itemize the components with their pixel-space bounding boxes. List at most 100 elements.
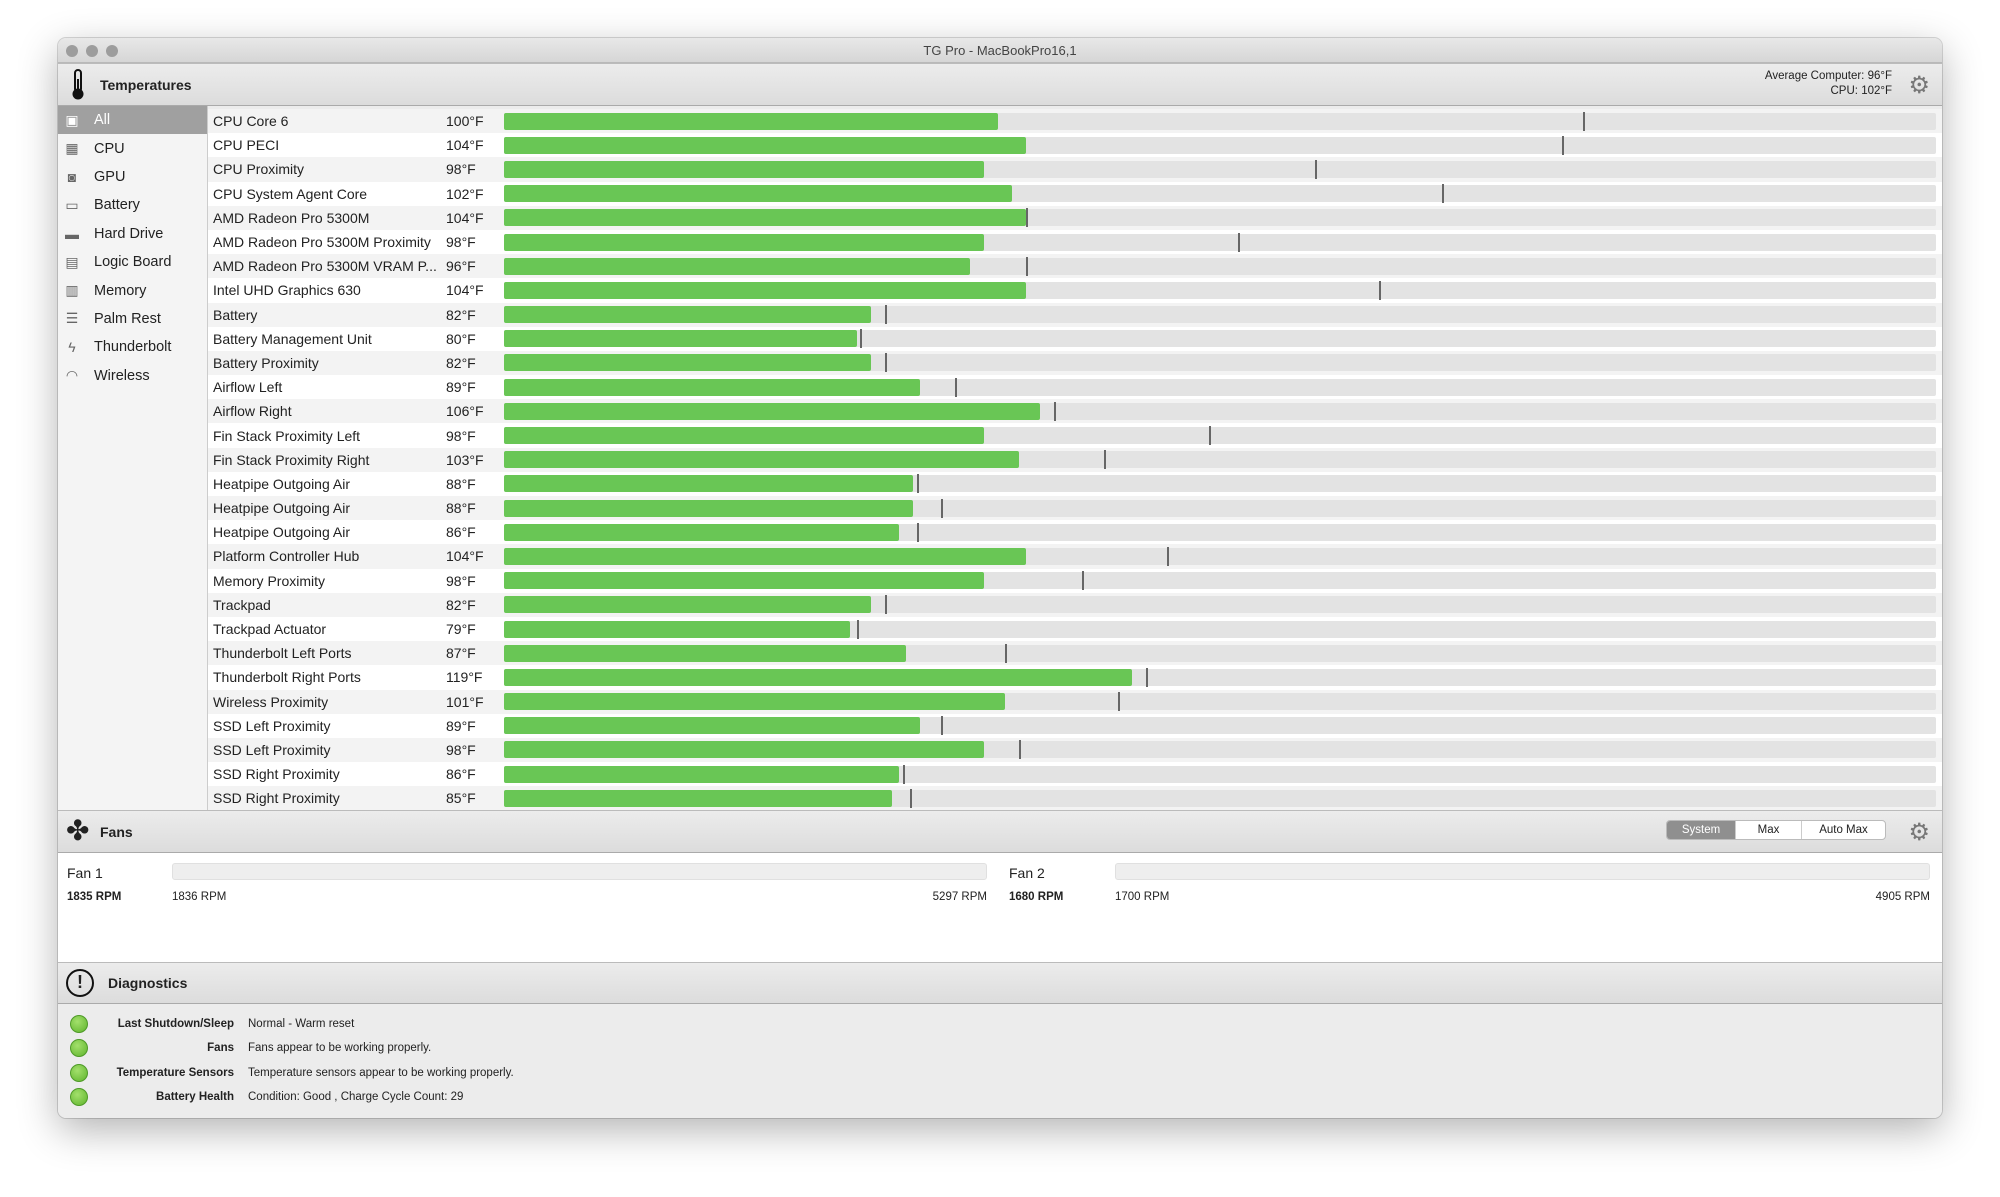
- max-temperature-marker: [1026, 208, 1028, 228]
- fan-speed-slider[interactable]: [1115, 863, 1930, 880]
- mode-system[interactable]: System: [1667, 821, 1735, 839]
- sensor-value: 82°F: [446, 596, 476, 613]
- computer-icon: ▣: [65, 111, 79, 128]
- temperature-bar: [504, 426, 1936, 446]
- max-temperature-marker: [884, 595, 887, 615]
- sensor-name: Platform Controller Hub: [213, 548, 360, 565]
- sensor-row[interactable]: AMD Radeon Pro 5300M Proximity 98°F: [208, 229, 1942, 255]
- fans-gear-icon[interactable]: ⚙: [1908, 819, 1930, 846]
- sensor-row[interactable]: Battery Proximity 82°F: [208, 350, 1942, 376]
- status-indicator-icon: [70, 1087, 88, 1106]
- sensor-row[interactable]: Fin Stack Proximity Left 98°F: [208, 423, 1942, 448]
- sensor-row[interactable]: Battery 82°F: [208, 302, 1942, 327]
- zoom-button[interactable]: [106, 45, 118, 57]
- max-temperature-marker: [902, 764, 905, 784]
- sensor-row[interactable]: SSD Left Proximity 98°F: [208, 737, 1942, 763]
- close-button[interactable]: [66, 45, 78, 57]
- sensor-row[interactable]: Trackpad Actuator 79°F: [208, 616, 1942, 642]
- sidebar-item-thunderbolt[interactable]: ϟ Thunderbolt: [58, 333, 207, 361]
- sensor-row[interactable]: Heatpipe Outgoing Air 88°F: [208, 496, 1942, 521]
- sensor-value: 101°F: [446, 693, 484, 710]
- status-indicator-icon: [70, 1063, 88, 1082]
- sensor-row[interactable]: Battery Management Unit 80°F: [208, 326, 1942, 351]
- sidebar-item-memory[interactable]: ▥ Memory: [58, 276, 207, 304]
- temperature-bar: [504, 788, 1936, 808]
- temperature-fill: [504, 668, 1132, 686]
- temperature-fill: [504, 257, 970, 275]
- temperature-fill: [504, 572, 984, 590]
- sensor-name: Thunderbolt Left Ports: [213, 645, 352, 662]
- diagnostic-label: Temperature Sensors: [116, 1066, 234, 1079]
- sensor-name: Airflow Left: [213, 379, 283, 396]
- sensor-value: 104°F: [446, 282, 484, 299]
- sidebar-item-cpu[interactable]: ▦ CPU: [58, 134, 207, 162]
- sidebar-item-label: Battery: [94, 197, 140, 214]
- sensor-row[interactable]: SSD Left Proximity 89°F: [208, 713, 1942, 738]
- gpu-icon: ◙: [67, 168, 77, 185]
- sensor-row[interactable]: SSD Right Proximity 85°F: [208, 786, 1942, 811]
- temperature-bar: [504, 546, 1936, 566]
- minimize-button[interactable]: [86, 45, 98, 57]
- temperature-fill: [504, 789, 892, 807]
- diagnostics-title: Diagnostics: [108, 975, 188, 991]
- sensor-row[interactable]: Wireless Proximity 101°F: [208, 689, 1942, 714]
- status-indicator-icon: [70, 1039, 88, 1058]
- sensor-row[interactable]: Thunderbolt Left Ports 87°F: [208, 641, 1942, 666]
- sidebar-item-gpu[interactable]: ◙ GPU: [58, 163, 207, 191]
- diagnostic-text: Condition: Good , Charge Cycle Count: 29: [248, 1090, 464, 1103]
- max-temperature-marker: [884, 353, 887, 373]
- sensor-name: SSD Left Proximity: [213, 717, 331, 734]
- mode-max[interactable]: Max: [1735, 821, 1801, 839]
- sidebar-item-hard-drive[interactable]: ▬ Hard Drive: [58, 220, 207, 248]
- fans-title: Fans: [100, 824, 133, 840]
- sensor-row[interactable]: CPU System Agent Core 102°F: [208, 181, 1942, 206]
- sidebar-item-label: Palm Rest: [94, 310, 161, 327]
- sidebar-item-wireless[interactable]: ◠ Wireless: [58, 362, 207, 390]
- temperature-fill: [504, 741, 984, 759]
- sensor-row[interactable]: Fin Stack Proximity Right 103°F: [208, 447, 1942, 472]
- fan-speed-slider[interactable]: [172, 863, 987, 880]
- sensor-row[interactable]: Trackpad 82°F: [208, 592, 1942, 617]
- temperature-bar: [504, 377, 1936, 397]
- fan-name: Fan 2: [1009, 865, 1045, 881]
- sensor-value: 100°F: [446, 113, 484, 130]
- mode-auto-max[interactable]: Auto Max: [1801, 821, 1885, 839]
- sidebar-item-all[interactable]: ▣ All: [58, 106, 207, 135]
- sidebar-item-battery[interactable]: ▭ Battery: [58, 191, 207, 219]
- diagnostic-row: Last Shutdown/Sleep Normal - Warm reset: [58, 1012, 1942, 1036]
- sensor-row[interactable]: CPU Proximity 98°F: [208, 157, 1942, 182]
- sensor-row[interactable]: CPU Core 6 100°F: [208, 109, 1942, 134]
- temperatures-header: Temperatures Average Computer: 96°F CPU:…: [58, 63, 1942, 106]
- sensor-name: Battery: [213, 306, 258, 323]
- sensor-row[interactable]: Heatpipe Outgoing Air 86°F: [208, 520, 1942, 545]
- temperature-bar: [504, 764, 1936, 784]
- max-temperature-marker: [916, 522, 919, 542]
- sensor-row[interactable]: Heatpipe Outgoing Air 88°F: [208, 471, 1942, 496]
- sensor-name: AMD Radeon Pro 5300M VRAM P...: [213, 258, 437, 275]
- temperature-fill: [504, 427, 984, 445]
- temperature-bar: [504, 208, 1936, 228]
- sensor-value: 82°F: [446, 354, 476, 371]
- sidebar-item-palm-rest[interactable]: ☰ Palm Rest: [58, 305, 207, 333]
- avg-label: Average Computer:: [1764, 70, 1865, 82]
- sensor-row[interactable]: Thunderbolt Right Ports 119°F: [208, 665, 1942, 690]
- sensor-name: Memory Proximity: [213, 572, 326, 589]
- sensor-name: Fin Stack Proximity Left: [213, 427, 361, 444]
- sensor-value: 87°F: [446, 645, 476, 662]
- sidebar-item-logic-board[interactable]: ▤ Logic Board: [58, 248, 207, 276]
- sensor-value: 106°F: [446, 403, 484, 420]
- sensor-row[interactable]: AMD Radeon Pro 5300M 104°F: [208, 205, 1942, 230]
- status-indicator-icon: [70, 1015, 88, 1033]
- gear-icon[interactable]: ⚙: [1908, 72, 1930, 99]
- sensor-row[interactable]: Airflow Left 89°F: [208, 375, 1942, 400]
- fan-max-rpm: 4905 RPM: [1875, 891, 1930, 903]
- sensor-row[interactable]: SSD Right Proximity 86°F: [208, 762, 1942, 787]
- sensor-row[interactable]: Airflow Right 106°F: [208, 399, 1942, 424]
- sensor-row[interactable]: Platform Controller Hub 104°F: [208, 544, 1942, 569]
- sensor-row[interactable]: AMD Radeon Pro 5300M VRAM P... 96°F: [208, 254, 1942, 279]
- sensor-row[interactable]: CPU PECI 104°F: [208, 133, 1942, 158]
- sensor-row[interactable]: Memory Proximity 98°F: [208, 568, 1942, 593]
- sensor-name: Airflow Right: [213, 403, 292, 420]
- sensor-row[interactable]: Intel UHD Graphics 630 104°F: [208, 278, 1942, 303]
- memory-icon: ▥: [65, 282, 79, 299]
